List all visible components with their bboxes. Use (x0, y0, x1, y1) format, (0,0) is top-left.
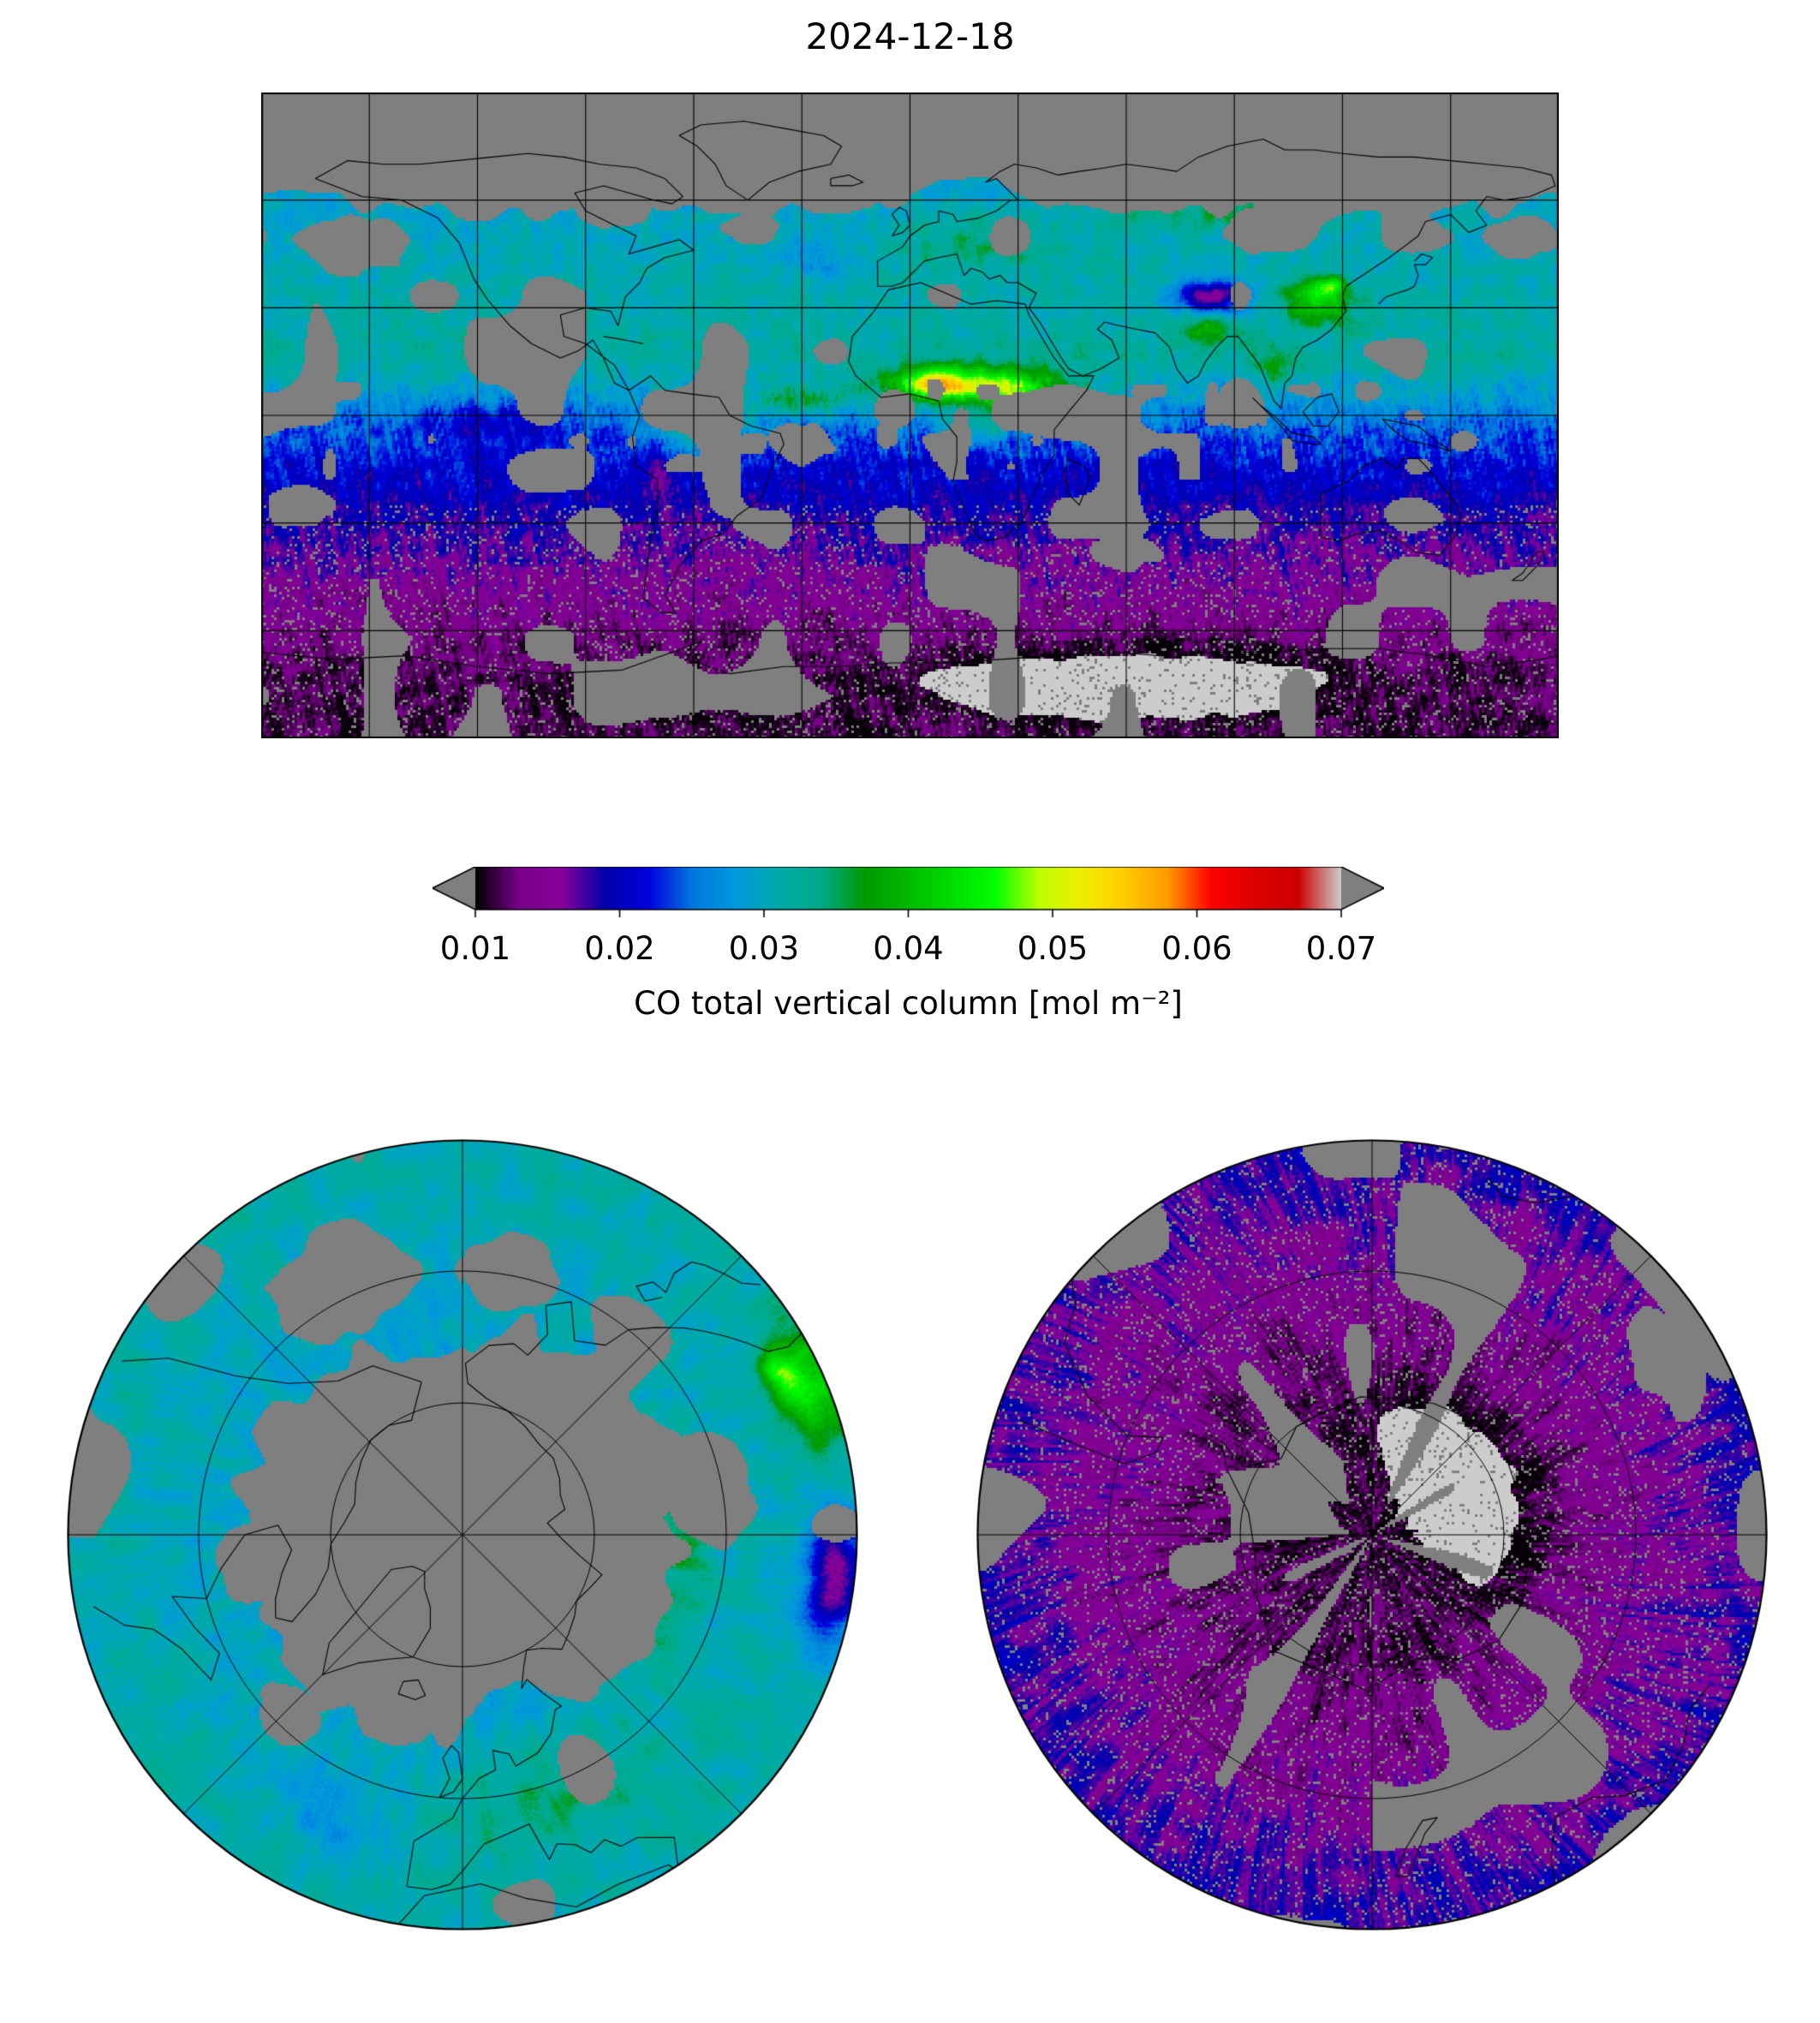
colorbar-tick-label: 0.07 (1305, 930, 1377, 967)
colorbar-tick-label: 0.05 (1017, 930, 1089, 967)
colorbar-canvas (433, 867, 1384, 920)
colorbar-tick-label: 0.02 (584, 930, 655, 967)
colorbar-ticks: 0.01 0.02 0.03 0.04 0.05 0.06 0.07 (440, 930, 1376, 970)
colorbar-tick-label: 0.03 (728, 930, 800, 967)
north-polar-map-canvas (67, 1139, 858, 1931)
plot-title: 2024-12-18 (805, 15, 1015, 57)
colorbar-label: CO total vertical column [mol m⁻²] (634, 985, 1183, 1022)
colorbar-tick-label: 0.06 (1161, 930, 1232, 967)
colorbar-tick-label: 0.04 (873, 930, 944, 967)
south-polar-map-canvas (976, 1139, 1768, 1931)
colorbar-tick-label: 0.01 (439, 930, 511, 967)
global-map-canvas (261, 92, 1559, 738)
